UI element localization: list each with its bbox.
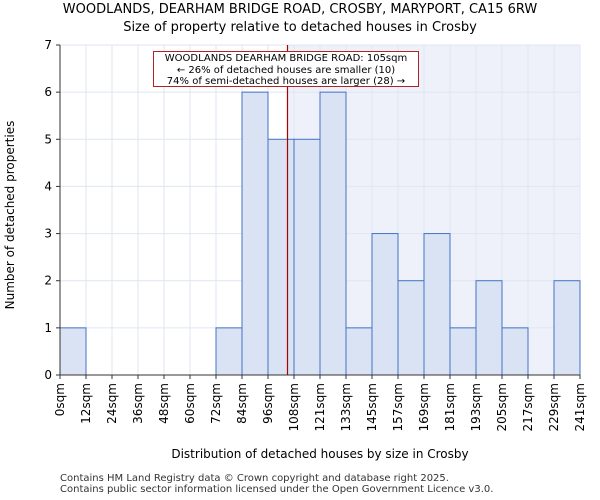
y-tick-label: 5	[44, 132, 52, 146]
chart-subtitle: Size of property relative to detached ho…	[123, 20, 477, 35]
annotation-box: WOODLANDS DEARHAM BRIDGE ROAD: 105sqm ← …	[153, 51, 419, 87]
x-tick-label: 229sqm	[547, 383, 561, 431]
x-tick-label: 217sqm	[521, 383, 535, 431]
bar-229sqm	[553, 280, 581, 376]
x-tick-label: 96sqm	[261, 383, 275, 424]
x-tick-label: 72sqm	[209, 383, 223, 424]
x-tick-label: 12sqm	[79, 383, 93, 424]
x-tick-label: 60sqm	[183, 383, 197, 424]
x-tick-label: 84sqm	[235, 383, 249, 424]
x-tick-label: 48sqm	[157, 383, 171, 424]
annotation-line-1: WOODLANDS DEARHAM BRIDGE ROAD: 105sqm	[164, 53, 408, 64]
bar-169sqm	[423, 233, 451, 376]
y-tick-label: 0	[44, 368, 52, 382]
x-axis-title: Distribution of detached houses by size …	[171, 447, 468, 461]
bar-157sqm	[397, 280, 425, 376]
y-tick-label: 1	[44, 321, 52, 335]
x-tick-label: 181sqm	[443, 383, 457, 431]
x-tick-label: 193sqm	[469, 383, 483, 431]
footer-line-1: Contains HM Land Registry data © Crown c…	[60, 473, 449, 484]
x-tick-label: 241sqm	[573, 383, 587, 431]
bar-133sqm	[345, 327, 373, 376]
y-tick-label: 7	[44, 38, 52, 52]
footer-line-2: Contains public sector information licen…	[60, 484, 494, 495]
annotation-line-2: ← 26% of detached houses are smaller (10…	[176, 64, 396, 76]
x-tick-label: 169sqm	[417, 383, 431, 431]
bar-193sqm	[475, 280, 503, 376]
annotation-line-3: 74% of semi-detached houses are larger (…	[166, 76, 406, 87]
x-tick-label: 145sqm	[365, 383, 379, 431]
chart-title: WOODLANDS, DEARHAM BRIDGE ROAD, CROSBY, …	[62, 2, 538, 17]
x-tick-label: 24sqm	[105, 383, 119, 424]
y-tick-label: 2	[44, 274, 52, 288]
bar-0sqm	[59, 327, 87, 376]
y-tick-label: 6	[44, 85, 52, 99]
x-tick-label: 133sqm	[339, 383, 353, 431]
histogram-chart: 0 1 2 3 4 5 6 7 0sqm 12sqm 24sqm 36sqm 48sqm 60sqm 72s…	[3, 38, 587, 461]
bar-205sqm	[501, 327, 529, 376]
bar-108sqm	[293, 138, 321, 376]
x-tick-label: 121sqm	[313, 383, 327, 431]
y-axis-title: Number of detached properties	[3, 121, 17, 310]
bar-72sqm	[215, 327, 243, 376]
y-tick-label: 3	[44, 227, 52, 241]
x-tick-label: 0sqm	[53, 383, 67, 416]
bar-96sqm	[267, 138, 295, 376]
x-tick-label: 205sqm	[495, 383, 509, 431]
x-tick-label: 36sqm	[131, 383, 145, 424]
bar-121sqm	[319, 91, 347, 376]
bar-145sqm	[371, 233, 399, 376]
bar-181sqm	[449, 327, 477, 376]
x-tick-label: 157sqm	[391, 383, 405, 431]
x-tick-label: 108sqm	[287, 383, 301, 431]
y-tick-label: 4	[44, 179, 52, 193]
bar-84sqm	[241, 91, 269, 376]
